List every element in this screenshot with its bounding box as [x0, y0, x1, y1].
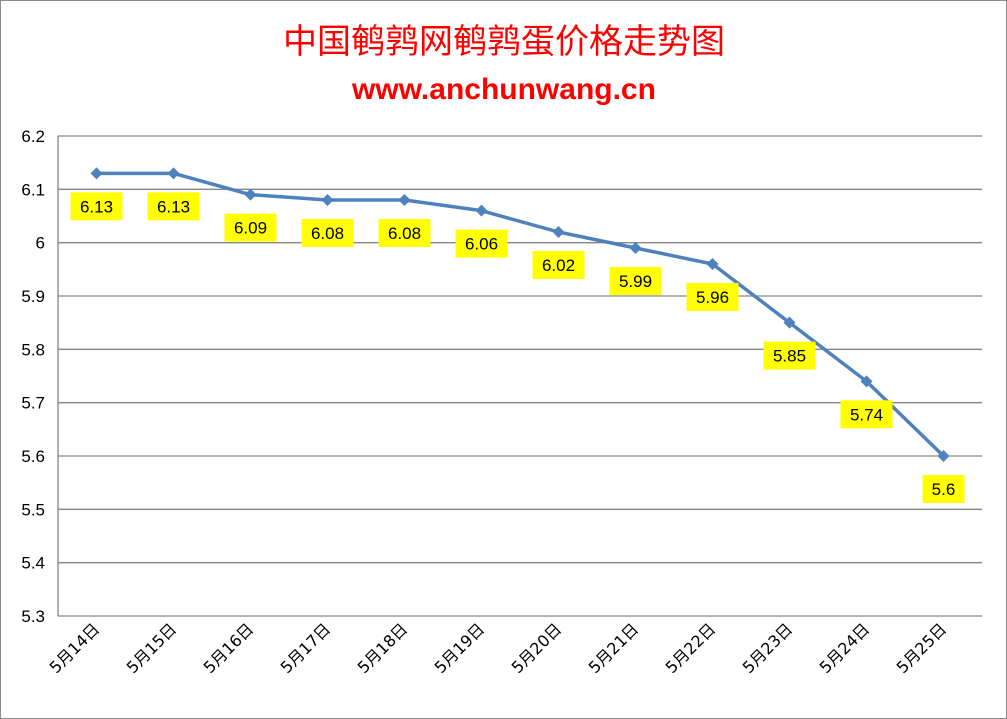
x-tick-label: 5月19日: [431, 619, 489, 677]
y-axis-tick-labels: 5.3 5.4 5.5 5.6 5.7 5.8 5.9 6 6.1 6.2: [21, 127, 45, 626]
chart-title: 中国鹌鹑网鹌鹑蛋价格走势图: [283, 22, 725, 62]
x-tick-label: 5月14日: [46, 619, 104, 677]
data-label: 5.85: [763, 341, 816, 370]
y-tick-label: 6.1: [21, 180, 45, 199]
data-point-marker: [860, 375, 873, 388]
y-tick-label: 5.3: [21, 607, 45, 626]
x-tick-label: 5月22日: [662, 619, 720, 677]
y-tick-label: 6.2: [21, 127, 45, 146]
y-tick-label: 5.8: [21, 340, 45, 359]
data-label: 6.08: [378, 219, 431, 247]
data-point-marker: [783, 316, 796, 329]
data-point-marker: [167, 167, 180, 180]
data-point-marker: [90, 167, 103, 180]
gridlines: [57, 135, 982, 617]
data-label: 6.08: [301, 219, 354, 247]
data-point-marker: [937, 450, 950, 462]
data-point-marker: [629, 242, 642, 254]
data-point-marker: [475, 204, 488, 217]
x-tick-label: 5月25日: [893, 619, 951, 677]
data-label-box: [763, 341, 816, 370]
data-label: 5.6: [922, 475, 965, 503]
data-label-box: [224, 213, 277, 242]
data-label: 6.09: [224, 213, 277, 242]
data-label-text: 5.99: [619, 272, 652, 291]
data-point-marker: [321, 194, 334, 206]
data-label-box: [70, 192, 123, 221]
x-tick-label: 5月16日: [200, 619, 258, 677]
data-label-box: [686, 283, 739, 311]
data-label: 6.13: [70, 192, 123, 221]
y-tick-label: 5.9: [21, 287, 45, 306]
data-label: 6.02: [532, 251, 585, 279]
data-label-box: [609, 267, 662, 295]
x-tick-label: 5月23日: [739, 619, 797, 677]
data-label-text: 5.96: [696, 288, 729, 307]
data-label: 6.06: [455, 229, 508, 258]
data-point-marker: [244, 188, 257, 201]
data-label-box: [922, 475, 965, 503]
data-label-text: 5.74: [850, 405, 883, 424]
data-label-box: [301, 219, 354, 247]
data-label-box: [147, 192, 200, 221]
y-tick-label: 5.6: [21, 447, 45, 466]
x-tick-label: 5月17日: [277, 619, 335, 677]
data-label-text: 6.13: [80, 197, 113, 216]
y-tick-label: 6: [36, 234, 45, 253]
data-label: 5.99: [609, 267, 662, 295]
x-tick-label: 5月24日: [816, 619, 874, 677]
data-labels: 6.13 6.13 6.09 6.08 6.08 6.06 6.02 5.99 5.96 5.85…: [70, 192, 965, 503]
series-line: [96, 171, 945, 458]
data-label: 6.13: [147, 192, 200, 221]
data-label-text: 6.09: [234, 219, 267, 238]
data-label-box: [532, 251, 585, 279]
x-tick-label: 5月18日: [354, 619, 412, 677]
y-tick-label: 5.4: [21, 554, 45, 573]
data-label-text: 6.08: [311, 224, 344, 243]
data-label-text: 6.02: [542, 256, 575, 275]
data-point-marker: [398, 194, 411, 206]
x-tick-label: 5月21日: [585, 619, 643, 677]
chart-subtitle: www.anchunwang.cn: [351, 73, 656, 106]
x-tick-label: 5月15日: [123, 619, 181, 677]
data-label-box: [840, 400, 893, 429]
data-label: 5.74: [840, 400, 893, 429]
series-polyline: [96, 171, 945, 458]
data-point-marker: [706, 258, 719, 270]
data-label-text: 6.13: [157, 197, 190, 216]
data-label-text: 6.06: [465, 235, 498, 254]
x-tick-label: 5月20日: [508, 619, 566, 677]
data-label-box: [378, 219, 431, 247]
data-label-text: 5.6: [932, 480, 956, 499]
data-label-box: [455, 229, 508, 258]
data-label: 5.96: [686, 283, 739, 311]
x-axis-tick-labels: 5月14日 5月15日 5月16日 5月17日 5月18日 5月19日 5月20日 5月21日…: [46, 619, 951, 677]
y-tick-label: 5.7: [21, 394, 45, 413]
data-label-text: 5.85: [773, 347, 806, 366]
data-label-text: 6.08: [388, 224, 421, 243]
y-tick-label: 5.5: [21, 500, 45, 519]
data-point-marker: [552, 226, 565, 238]
data-point-markers: [90, 167, 950, 462]
